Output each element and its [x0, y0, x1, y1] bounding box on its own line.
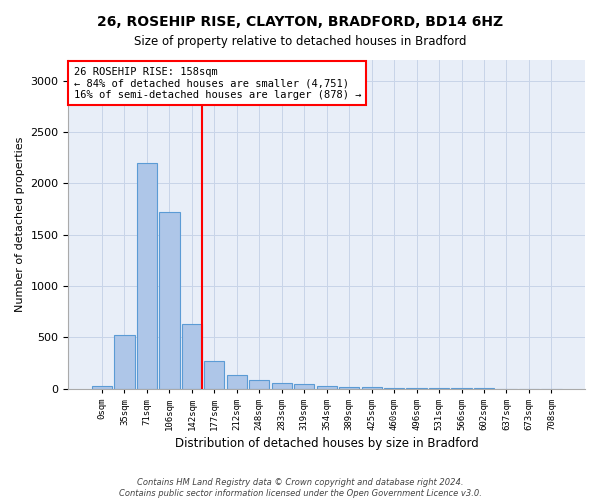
Bar [362, 387, 382, 389]
Bar [272, 382, 292, 389]
Bar [384, 388, 404, 389]
Bar [92, 386, 112, 389]
Bar [339, 386, 359, 389]
Bar [204, 361, 224, 389]
Text: Contains HM Land Registry data © Crown copyright and database right 2024.
Contai: Contains HM Land Registry data © Crown c… [119, 478, 481, 498]
Bar [137, 162, 157, 389]
Bar [182, 324, 202, 389]
Bar [406, 388, 427, 389]
Bar [227, 375, 247, 389]
X-axis label: Distribution of detached houses by size in Bradford: Distribution of detached houses by size … [175, 437, 479, 450]
Text: 26 ROSEHIP RISE: 158sqm
← 84% of detached houses are smaller (4,751)
16% of semi: 26 ROSEHIP RISE: 158sqm ← 84% of detache… [74, 66, 361, 100]
Bar [294, 384, 314, 389]
Y-axis label: Number of detached properties: Number of detached properties [15, 136, 25, 312]
Text: 26, ROSEHIP RISE, CLAYTON, BRADFORD, BD14 6HZ: 26, ROSEHIP RISE, CLAYTON, BRADFORD, BD1… [97, 15, 503, 29]
Bar [429, 388, 449, 389]
Text: Size of property relative to detached houses in Bradford: Size of property relative to detached ho… [134, 35, 466, 48]
Bar [159, 212, 179, 389]
Bar [317, 386, 337, 389]
Bar [115, 336, 134, 389]
Bar [249, 380, 269, 389]
